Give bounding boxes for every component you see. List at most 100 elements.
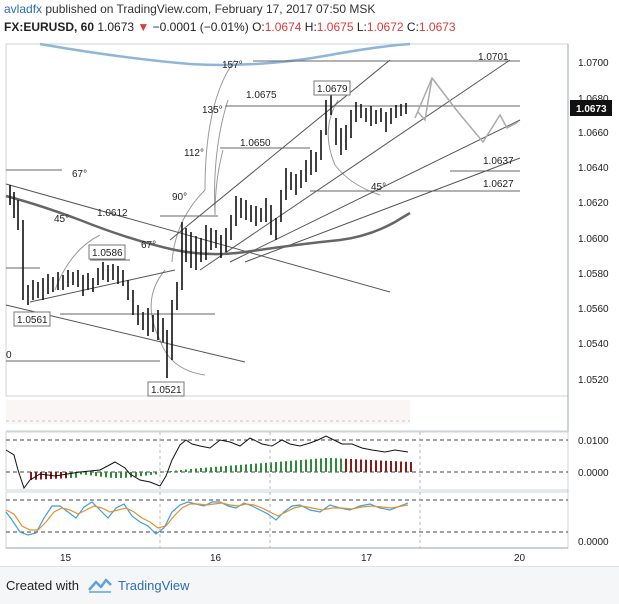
price-change: −0.0001 (−0.01%) <box>152 20 249 34</box>
time-tick: 17 <box>361 553 373 564</box>
stochastic-d-line <box>5 502 409 531</box>
macd-histogram-bar <box>290 460 292 472</box>
macd-histogram-bar <box>80 472 82 475</box>
macd-histogram-bar <box>90 472 92 476</box>
level-1-0679: 1.0679 <box>317 84 348 95</box>
price-tick: 1.0540 <box>578 339 609 350</box>
macd-histogram-bar <box>310 459 312 472</box>
macd-histogram-bar <box>355 459 357 472</box>
last-price: 1.0673 <box>97 20 135 34</box>
macd-pane[interactable] <box>5 431 569 491</box>
macd-histogram-bar <box>170 471 172 472</box>
macd-histogram-bar <box>205 467 207 472</box>
macd-histogram-bar <box>105 472 107 478</box>
level-1-0627: 1.0627 <box>483 179 514 190</box>
macd-histogram-bar <box>400 461 402 472</box>
macd-histogram-bar <box>260 463 262 472</box>
publisher-username[interactable]: avladfx <box>4 2 43 16</box>
symbol-name: FX:EURUSD, 60 <box>4 20 95 34</box>
angle-90: 90° <box>172 192 187 203</box>
macd-histogram-bar <box>135 472 137 477</box>
stochastic-pane[interactable] <box>5 491 569 549</box>
low-value: 1.0672 <box>366 20 404 34</box>
time-axis[interactable]: 15 16 17 20 <box>60 553 526 564</box>
macd-histogram-bar <box>375 460 377 472</box>
level-1-0586: 1.0586 <box>92 248 123 259</box>
macd-histogram-bar <box>195 468 197 472</box>
level-1-0521: 1.0521 <box>151 385 182 396</box>
current-price: 1.0673 <box>576 104 607 115</box>
macd-histogram-bar <box>390 461 392 472</box>
macd-histogram-bar <box>225 466 227 472</box>
macd-histogram-bar <box>230 465 232 472</box>
macd-histogram-bar <box>115 472 117 478</box>
macd-histogram-bar <box>250 464 252 472</box>
price-tick: 1.0520 <box>578 375 609 386</box>
macd-histogram-bar <box>45 472 47 480</box>
macd-histogram-bar <box>405 461 407 472</box>
angle-157: 157° <box>222 60 243 71</box>
macd-histogram-bar <box>365 459 367 472</box>
macd-histogram-bar <box>180 470 182 472</box>
chart-area[interactable]: 157° 135° 112° 90° 67° 45° 67° 45° 0 1.0… <box>0 40 619 564</box>
price-tick: 1.0580 <box>578 269 609 280</box>
macd-histogram-bar <box>220 466 222 472</box>
close-value: 1.0673 <box>418 20 456 34</box>
price-tick: 1.0620 <box>578 198 609 209</box>
price-tick: 1.0600 <box>578 234 609 245</box>
angle-67: 67° <box>141 240 156 251</box>
macd-histogram-bar <box>140 472 142 477</box>
macd-histogram-bar <box>125 472 127 478</box>
open-label: O: <box>252 20 265 34</box>
macd-histogram-bar <box>265 462 267 472</box>
macd-histogram-bar <box>320 458 322 472</box>
macd-histogram-bar <box>210 467 212 472</box>
macd-histogram-bar <box>270 462 272 472</box>
macd-histogram-bar <box>350 459 352 472</box>
tradingview-link[interactable]: TradingView <box>118 578 190 593</box>
symbol-legend: FX:EURUSD, 60 1.0673 ▼ −0.0001 (−0.01%) … <box>4 20 456 34</box>
macd-histogram-bar <box>395 461 397 472</box>
macd-histogram-bar <box>255 463 257 472</box>
close-label: C: <box>406 20 419 34</box>
macd-line <box>5 435 409 490</box>
angle-135: 135° <box>202 105 223 116</box>
price-tick: 1.0660 <box>578 128 609 139</box>
macd-histogram-bar <box>285 461 287 472</box>
created-with-text: Created with <box>6 578 79 593</box>
angle-0: 0 <box>6 350 12 361</box>
macd-histogram-bar <box>370 460 372 472</box>
macd-histogram-bar <box>85 472 87 475</box>
price-tick: 1.0560 <box>578 304 609 315</box>
stoch-tick: 0.0000 <box>578 537 609 548</box>
macd-histogram-bar <box>345 458 347 472</box>
macd-tick: 0.0000 <box>578 468 609 479</box>
macd-histogram-bar <box>75 472 77 478</box>
price-tick: 1.0640 <box>578 163 609 174</box>
price-axis[interactable]: 1.0700 1.0680 1.0660 1.0640 1.0620 1.060… <box>578 58 609 386</box>
tradingview-logo-icon[interactable] <box>87 576 113 594</box>
macd-histogram-bar <box>215 466 217 472</box>
volume-strip <box>6 400 410 424</box>
macd-histogram-bar <box>360 459 362 472</box>
macd-histogram-bar <box>175 470 177 472</box>
macd-histogram-bar <box>155 472 157 475</box>
gann-angle-labels: 157° 135° 112° 90° 67° 45° 67° 45° 0 <box>6 60 386 361</box>
macd-histogram-bar <box>305 459 307 472</box>
macd-histogram-bar <box>165 471 167 472</box>
macd-histogram-bar <box>100 472 102 477</box>
macd-histogram-bar <box>190 469 192 472</box>
price-pane[interactable] <box>5 43 569 397</box>
price-tick: 1.0680 <box>578 94 609 105</box>
current-price-badge <box>570 100 612 116</box>
angle-67-left: 67° <box>72 169 87 180</box>
price-tick: 1.0700 <box>578 58 609 69</box>
macd-histogram-bar <box>325 458 327 472</box>
moving-average <box>5 194 411 256</box>
time-tick: 15 <box>60 553 72 564</box>
macd-histogram-bar <box>315 458 317 472</box>
macd-histogram-bar <box>150 472 152 475</box>
time-tick: 20 <box>514 553 526 564</box>
macd-histogram-bar <box>145 472 147 476</box>
day-separators <box>159 432 421 548</box>
